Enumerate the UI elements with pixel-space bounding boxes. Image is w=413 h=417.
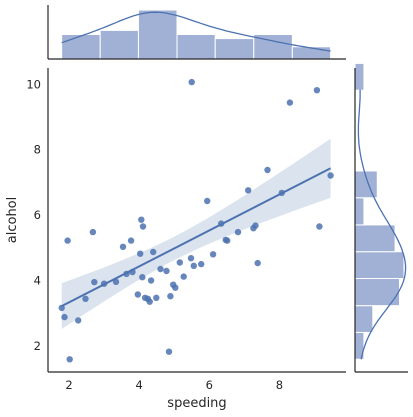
top-histogram-bar [214, 38, 255, 60]
right-kde-curve [357, 89, 407, 360]
scatter-point [167, 293, 174, 300]
scatter-point [264, 166, 271, 174]
scatter-point [245, 187, 252, 194]
top-histogram-bar [137, 9, 178, 60]
scatter-point [190, 262, 197, 269]
x-tick-label: 2 [65, 378, 72, 392]
scatter-point [139, 274, 146, 281]
scatter-point [66, 356, 73, 363]
confidence-band-layer [61, 138, 331, 330]
scatter-point [89, 228, 97, 236]
x-axis-label: speeding [167, 396, 226, 411]
scatter-point [147, 277, 155, 284]
y-tick-label: 2 [34, 339, 41, 353]
scatter-point [327, 172, 334, 179]
x-tick-label: 8 [276, 378, 283, 392]
scatter-point [137, 250, 144, 257]
tick-layer: 2 4 6 8 2 4 6 8 10 [26, 77, 283, 392]
scatter-point [139, 223, 147, 230]
scatter-point [176, 259, 183, 266]
y-axis-label: alcohol [5, 197, 20, 243]
y-tick-label: 6 [34, 208, 41, 222]
scatter-point [91, 278, 98, 286]
scatter-points-layer [58, 78, 334, 363]
y-tick-label: 4 [34, 273, 41, 287]
x-tick-label: 6 [206, 378, 213, 392]
right-histogram-bar [354, 251, 405, 280]
scatter-point [198, 260, 205, 268]
scatter-point [127, 237, 135, 244]
right-histogram-bar [354, 62, 365, 91]
scatter-point [150, 248, 157, 256]
top-histogram-bar [176, 34, 216, 60]
scatter-point [157, 265, 164, 273]
scatter-point [165, 348, 173, 355]
top-histogram-bar [99, 29, 139, 60]
scatter-point [204, 197, 211, 205]
scatter-point [313, 87, 321, 94]
scatter-point [316, 223, 323, 230]
scatter-point [82, 295, 89, 302]
scatter-point [254, 259, 261, 267]
right-histogram-bar [354, 197, 365, 226]
scatter-point [188, 78, 195, 86]
regression-line-layer [61, 167, 332, 308]
axes-layer [47, 5, 408, 373]
top-histogram-bar [61, 34, 101, 60]
scatter-point [224, 237, 231, 244]
scatter-point [180, 273, 187, 280]
scatter-point [75, 317, 82, 324]
scatter-point [252, 222, 259, 229]
scatter-point [64, 237, 71, 244]
scatter-point [119, 243, 127, 250]
scatter-point [286, 99, 294, 106]
right-histogram-bar [354, 170, 378, 199]
scatter-point [172, 284, 179, 291]
scatter-point [146, 298, 153, 305]
scatter-point [187, 255, 195, 262]
scatter-point [234, 228, 242, 236]
right-marginal-histogram [354, 62, 407, 360]
y-tick-label: 8 [34, 143, 41, 157]
scatter-point [153, 294, 160, 301]
scatter-point [138, 216, 145, 223]
top-kde-curve [61, 11, 331, 52]
top-marginal-histogram [61, 9, 332, 60]
scatter-point [209, 251, 217, 258]
scatter-point [61, 313, 68, 321]
scatter-point [134, 291, 141, 298]
right-histogram-bar [354, 305, 374, 333]
regression-line [61, 167, 332, 308]
x-tick-label: 4 [135, 378, 142, 392]
scatter-point [163, 267, 170, 275]
right-histogram-bar [354, 224, 396, 253]
confidence-band [61, 138, 331, 330]
y-tick-label: 10 [26, 77, 41, 91]
